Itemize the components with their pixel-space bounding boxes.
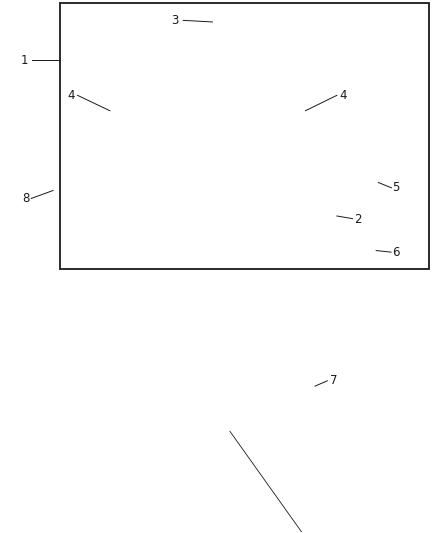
Text: 2: 2	[354, 213, 362, 226]
Text: 5: 5	[392, 181, 399, 195]
Text: 7: 7	[330, 374, 337, 387]
Text: 4: 4	[340, 89, 347, 102]
Bar	[60, 3, 428, 269]
Text: 8: 8	[22, 192, 30, 205]
Text: 1: 1	[21, 54, 28, 67]
Text: 4: 4	[68, 89, 75, 102]
Text: 3: 3	[172, 14, 179, 27]
Text: 6: 6	[392, 246, 399, 259]
